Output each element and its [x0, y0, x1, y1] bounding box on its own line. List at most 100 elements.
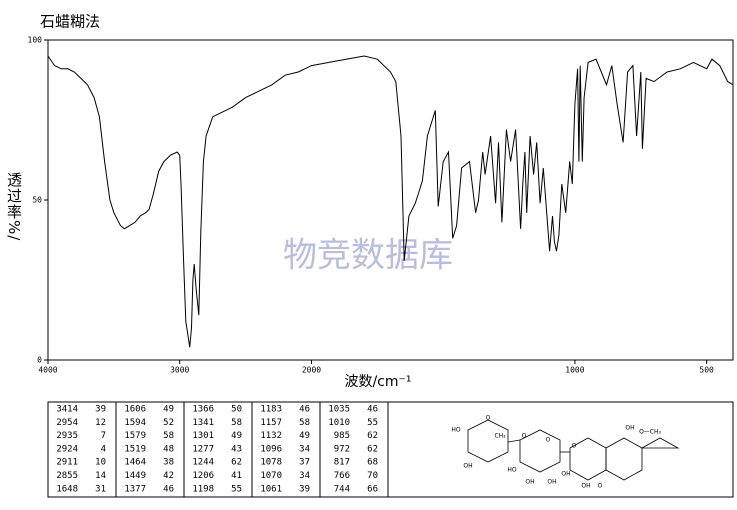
structure-label: OH [561, 471, 570, 478]
table-transmittance: 46 [163, 484, 174, 494]
table-frame [47, 401, 734, 498]
table-wavenumber: 1377 [124, 484, 146, 494]
table-transmittance: 34 [299, 471, 310, 481]
x-tick-label: 3000 [170, 366, 189, 375]
chart-title: 石蜡糊法 [40, 13, 100, 31]
table-transmittance: 48 [163, 444, 174, 454]
x-tick-label: 2000 [302, 366, 321, 375]
table-wavenumber: 1648 [56, 484, 78, 494]
table-wavenumber: 1010 [328, 418, 350, 428]
table-wavenumber: 1341 [192, 418, 214, 428]
table-wavenumber: 1078 [260, 458, 282, 468]
structure-label: OH [581, 483, 590, 490]
table-wavenumber: 1579 [124, 431, 146, 441]
table-transmittance: 68 [367, 458, 378, 468]
table-wavenumber: 2924 [56, 444, 78, 454]
table-transmittance: 50 [231, 405, 242, 415]
table-transmittance: 43 [231, 444, 242, 454]
structure-label: O [598, 483, 603, 490]
table-wavenumber: 1096 [260, 444, 282, 454]
structure-label: OH [463, 463, 472, 470]
table-wavenumber: 744 [334, 484, 350, 494]
structure-label: OH [547, 479, 556, 486]
x-axis-label: 波数/cm⁻¹ [344, 374, 411, 390]
table-transmittance: 58 [163, 431, 174, 441]
table-wavenumber: 766 [334, 471, 350, 481]
table-wavenumber: 1244 [192, 458, 214, 468]
plot-frame [47, 39, 734, 361]
y-tick-label: 0 [37, 356, 42, 365]
table-transmittance: 39 [95, 405, 106, 415]
table-wavenumber: 1157 [260, 418, 282, 428]
structure-label: CH₃ [494, 433, 506, 440]
table-transmittance: 41 [231, 471, 242, 481]
structure-drawing [467, 419, 680, 481]
table-transmittance: 4 [101, 444, 106, 454]
x-tick-label: 1000 [565, 366, 584, 375]
table-transmittance: 49 [299, 431, 310, 441]
table-transmittance: 58 [299, 418, 310, 428]
table-wavenumber: 2855 [56, 471, 78, 481]
structure-label: OH [625, 425, 634, 432]
table-wavenumber: 1070 [260, 471, 282, 481]
table-transmittance: 62 [231, 458, 242, 468]
table-wavenumber: 1301 [192, 431, 214, 441]
y-axis-label: 透过率%/ [5, 172, 23, 242]
table-transmittance: 62 [367, 431, 378, 441]
structure-label: O [486, 415, 491, 422]
structure-label: OH [525, 479, 534, 486]
table-transmittance: 10 [95, 458, 106, 468]
table-transmittance: 12 [95, 418, 106, 428]
table-wavenumber: 3414 [56, 405, 78, 415]
table-wavenumber: 1519 [124, 444, 146, 454]
table-transmittance: 7 [101, 431, 106, 441]
table-wavenumber: 817 [334, 458, 350, 468]
table-wavenumber: 2954 [56, 418, 78, 428]
table-transmittance: 34 [299, 444, 310, 454]
table-wavenumber: 1206 [192, 471, 214, 481]
table-wavenumber: 2935 [56, 431, 78, 441]
table-transmittance: 58 [231, 418, 242, 428]
table-transmittance: 70 [367, 471, 378, 481]
structure-label: HO [451, 427, 461, 434]
table-wavenumber: 1132 [260, 431, 282, 441]
y-tick-label: 100 [28, 36, 43, 45]
table-wavenumber: 1464 [124, 458, 146, 468]
table-wavenumber: 2911 [56, 458, 78, 468]
table-transmittance: 62 [367, 444, 378, 454]
table-wavenumber: 985 [334, 431, 350, 441]
table-transmittance: 66 [367, 484, 378, 494]
table-transmittance: 46 [299, 405, 310, 415]
table-wavenumber: 1183 [260, 405, 282, 415]
structure-label: O [572, 443, 577, 450]
table-wavenumber: 1366 [192, 405, 214, 415]
table-transmittance: 52 [163, 418, 174, 428]
structure-label: O—CH₃ [639, 429, 661, 436]
structure-label: HO [507, 467, 517, 474]
table-wavenumber: 1035 [328, 405, 350, 415]
watermark: 物竞数据库 [283, 236, 453, 276]
table-wavenumber: 1061 [260, 484, 282, 494]
table-wavenumber: 1449 [124, 471, 146, 481]
table-wavenumber: 1198 [192, 484, 214, 494]
x-tick-label: 4000 [38, 366, 57, 375]
table-transmittance: 14 [95, 471, 106, 481]
x-tick-label: 500 [699, 366, 714, 375]
spectrum-line [47, 55, 734, 348]
table-transmittance: 38 [163, 458, 174, 468]
table-transmittance: 55 [367, 418, 378, 428]
table-transmittance: 31 [95, 484, 106, 494]
table-transmittance: 55 [231, 484, 242, 494]
table-wavenumber: 1277 [192, 444, 214, 454]
table-transmittance: 49 [231, 431, 242, 441]
table-wavenumber: 1606 [124, 405, 146, 415]
table-transmittance: 49 [163, 405, 174, 415]
structure-label: O [546, 437, 551, 444]
table-transmittance: 39 [299, 484, 310, 494]
structure-label: O [522, 433, 527, 440]
table-transmittance: 42 [163, 471, 174, 481]
table-wavenumber: 972 [334, 444, 350, 454]
y-tick-label: 50 [32, 196, 42, 205]
